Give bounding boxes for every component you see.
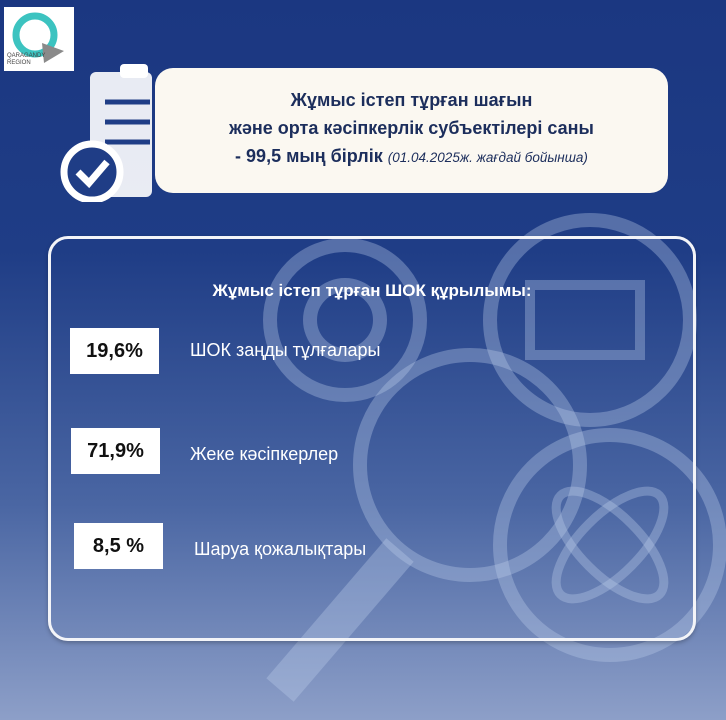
qaragandy-region-logo: QARAGANDY REGION — [4, 7, 74, 71]
magnifier-atom-icon — [493, 428, 726, 662]
panel-title: Жұмыс істеп тұрған ШОК құрылымы: — [212, 281, 532, 300]
header-card: Жұмыс істеп тұрған шағын және орта кәсіп… — [155, 68, 668, 193]
logo-text-1: QARAGANDY — [7, 53, 45, 59]
header-date-note: (01.04.2025ж. жағдай бойынша) — [387, 150, 588, 165]
magnifier-icon — [266, 348, 587, 702]
value-box-legal-entities: 19,6% — [70, 328, 159, 374]
magnifier-chart-icon — [483, 213, 697, 427]
structure-panel: Жұмыс істеп тұрған ШОК құрылымы: 19,6% Ш… — [48, 236, 696, 641]
header-line-2: және орта кәсіпкерлік субъектілері саны — [229, 118, 594, 138]
header-line-1: Жұмыс істеп тұрған шағын — [290, 90, 533, 110]
value-box-farms: 8,5 % — [74, 523, 163, 569]
value-box-individual-entrepreneurs: 71,9% — [71, 428, 160, 474]
logo-text-2: REGION — [7, 60, 31, 66]
label-legal-entities: ШОК заңды тұлғалары — [190, 340, 381, 360]
header-line-3: - 99,5 мың бірлік — [235, 146, 383, 166]
gear-icon — [263, 238, 427, 402]
label-individual-entrepreneurs: Жеке кәсіпкерлер — [190, 444, 339, 464]
label-farms: Шаруа қожалықтары — [194, 539, 367, 559]
clipboard-check-icon — [60, 64, 152, 202]
